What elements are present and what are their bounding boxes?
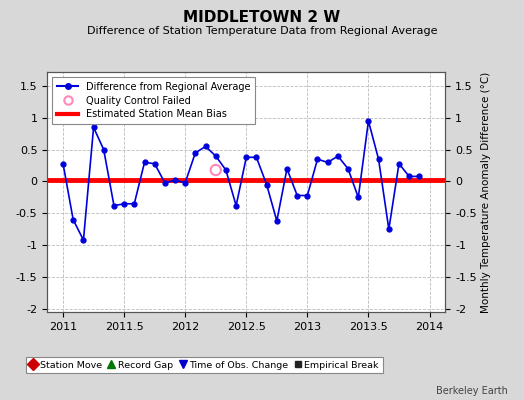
Legend: Difference from Regional Average, Quality Control Failed, Estimated Station Mean: Difference from Regional Average, Qualit…: [52, 77, 255, 124]
Text: MIDDLETOWN 2 W: MIDDLETOWN 2 W: [183, 10, 341, 25]
Y-axis label: Monthly Temperature Anomaly Difference (°C): Monthly Temperature Anomaly Difference (…: [481, 71, 491, 313]
Point: [212, 167, 220, 173]
Text: Berkeley Earth: Berkeley Earth: [436, 386, 508, 396]
Legend: Station Move, Record Gap, Time of Obs. Change, Empirical Break: Station Move, Record Gap, Time of Obs. C…: [26, 357, 383, 373]
Text: Difference of Station Temperature Data from Regional Average: Difference of Station Temperature Data f…: [87, 26, 437, 36]
